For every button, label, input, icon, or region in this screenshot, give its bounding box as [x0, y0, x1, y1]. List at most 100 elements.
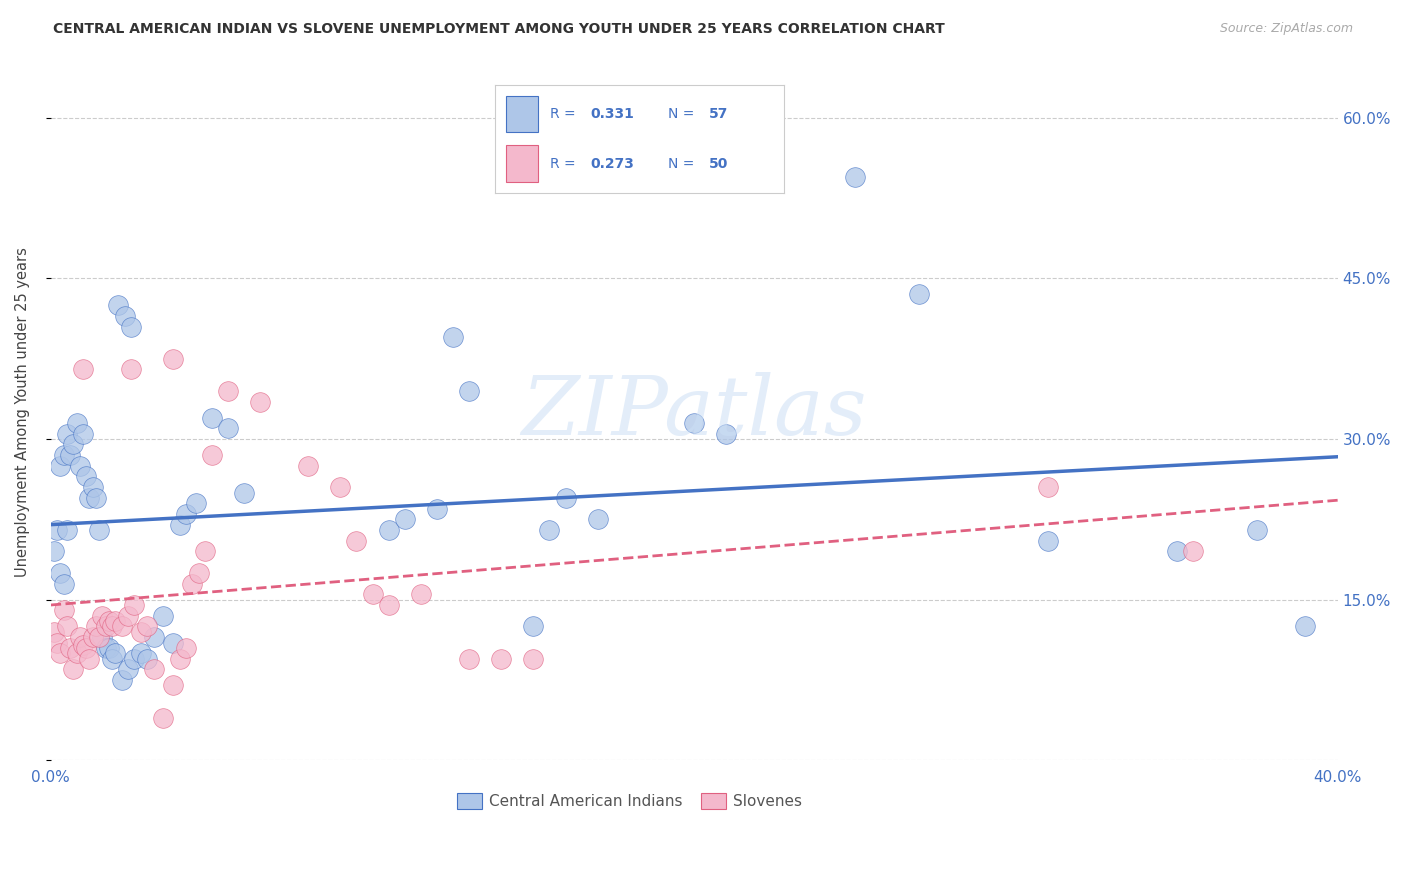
Point [458, 651, 481, 665]
Point [538, 523, 561, 537]
Point [110, 619, 132, 633]
Point [142, 630, 165, 644]
Point [136, 651, 159, 665]
Point [716, 426, 738, 441]
Point [329, 480, 352, 494]
Point [56, 426, 79, 441]
Point [79, 651, 101, 665]
Point [97, 640, 120, 655]
Point [181, 576, 204, 591]
Point [162, 678, 184, 692]
Point [184, 496, 207, 510]
Point [1036, 533, 1059, 548]
Point [124, 598, 146, 612]
Point [152, 608, 174, 623]
Point [52, 603, 75, 617]
Point [52, 576, 75, 591]
Point [75, 469, 97, 483]
Point [117, 608, 139, 623]
Point [152, 710, 174, 724]
Point [84, 619, 107, 633]
Point [129, 646, 152, 660]
Text: Source: ZipAtlas.com: Source: ZipAtlas.com [1219, 22, 1353, 36]
Point [56, 619, 79, 633]
Point [194, 544, 217, 558]
Point [94, 619, 117, 633]
Point [49, 458, 72, 473]
Point [72, 638, 94, 652]
Point [69, 630, 91, 644]
Point [162, 635, 184, 649]
Point [217, 421, 239, 435]
Point [82, 630, 104, 644]
Point [1036, 480, 1059, 494]
Point [1246, 523, 1268, 537]
Point [394, 512, 416, 526]
Point [94, 640, 117, 655]
Point [59, 640, 82, 655]
Point [187, 566, 209, 580]
Point [65, 416, 87, 430]
Point [174, 640, 197, 655]
Point [169, 651, 191, 665]
Point [458, 384, 481, 398]
Point [62, 437, 84, 451]
Point [426, 501, 449, 516]
Point [844, 169, 866, 184]
Point [377, 598, 399, 612]
Point [91, 630, 114, 644]
Point [409, 587, 432, 601]
Point [101, 651, 124, 665]
Point [142, 662, 165, 676]
Point [69, 458, 91, 473]
Point [1294, 619, 1316, 633]
Point [72, 426, 94, 441]
Point [110, 673, 132, 687]
Point [65, 646, 87, 660]
Point [87, 630, 110, 644]
Point [104, 614, 127, 628]
Point [101, 619, 124, 633]
Point [162, 351, 184, 366]
Point [129, 624, 152, 639]
Point [377, 523, 399, 537]
Point [201, 410, 224, 425]
Point [346, 533, 368, 548]
Point [169, 517, 191, 532]
Point [107, 298, 129, 312]
Point [117, 662, 139, 676]
Point [908, 287, 931, 301]
Point [46, 523, 69, 537]
Point [232, 485, 254, 500]
Y-axis label: Unemployment Among Youth under 25 years: Unemployment Among Youth under 25 years [15, 247, 30, 577]
Point [217, 384, 239, 398]
Point [42, 624, 65, 639]
Point [52, 448, 75, 462]
Point [120, 319, 142, 334]
Point [174, 507, 197, 521]
Point [91, 608, 114, 623]
Point [49, 566, 72, 580]
Point [586, 512, 609, 526]
Point [249, 394, 271, 409]
Point [201, 448, 224, 462]
Point [120, 362, 142, 376]
Point [361, 587, 384, 601]
Point [124, 651, 146, 665]
Point [49, 646, 72, 660]
Point [489, 651, 512, 665]
Point [522, 651, 544, 665]
Point [297, 458, 319, 473]
Point [75, 640, 97, 655]
Point [46, 635, 69, 649]
Point [1181, 544, 1204, 558]
Point [441, 330, 464, 344]
Point [84, 491, 107, 505]
Point [82, 480, 104, 494]
Point [522, 619, 544, 633]
Point [136, 619, 159, 633]
Point [72, 362, 94, 376]
Point [59, 448, 82, 462]
Point [79, 491, 101, 505]
Point [62, 662, 84, 676]
